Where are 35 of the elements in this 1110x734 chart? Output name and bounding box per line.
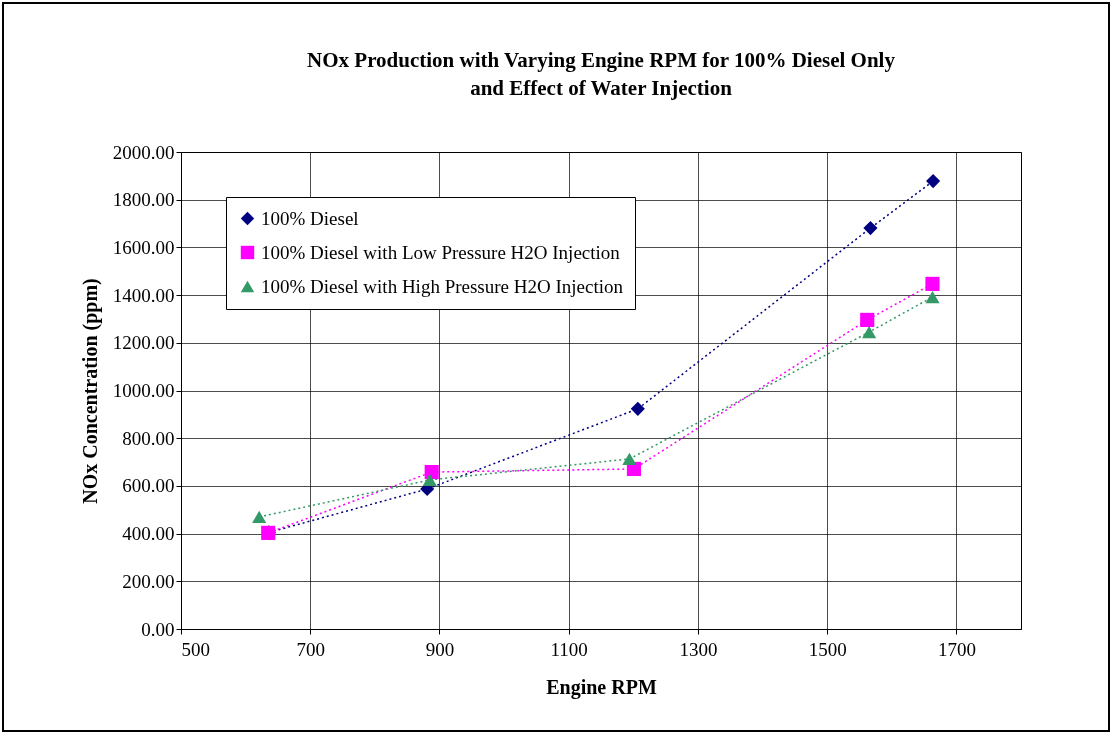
y-tick-label: 1000.00 — [112, 380, 175, 401]
point — [862, 325, 877, 339]
point — [863, 221, 878, 236]
y-tick-label: 800.00 — [122, 427, 175, 449]
x-tick-label: 1700 — [937, 638, 976, 660]
y-tick-label: 400.00 — [122, 523, 175, 545]
y-tick-label: 200.00 — [122, 570, 175, 592]
point — [424, 465, 439, 480]
y-tick-label: 1600.00 — [112, 236, 175, 258]
x-tick-label: 900 — [425, 638, 455, 660]
x-tick-label: 1100 — [550, 638, 588, 660]
point — [252, 510, 267, 524]
point — [622, 452, 637, 466]
x-tick-label: 1300 — [679, 638, 718, 660]
point — [630, 401, 645, 416]
y-tick-label: 1200.00 — [112, 332, 175, 354]
chart-title: NOx Production with Varying Engine RPM for 100% Diesel Only and Effect of Water Injection — [307, 48, 896, 100]
legend-label: 100% Diesel with High Pressure H2O Injection — [261, 275, 624, 297]
point — [925, 290, 940, 304]
legend-label: 100% Diesel — [261, 207, 359, 229]
point — [925, 276, 940, 291]
point — [860, 312, 875, 327]
x-tick-label: 1500 — [808, 638, 847, 660]
y-tick-label: 1400.00 — [112, 284, 175, 306]
point — [422, 473, 437, 487]
legend-label: 100% Diesel with Low Pressure H2O Injection — [261, 241, 621, 263]
y-axis-title: NOx Concentration (ppm) — [78, 278, 102, 504]
y-tick-label: 1800.00 — [112, 189, 175, 211]
x-axis-title: Engine RPM — [546, 675, 657, 699]
y-tick-label: 2000.00 — [112, 141, 175, 163]
y-tick-label: 0.00 — [141, 618, 175, 640]
x-tick-label: 500 — [181, 638, 210, 660]
point — [926, 174, 941, 189]
y-tick-label: 600.00 — [122, 475, 175, 497]
x-tick-label: 700 — [296, 638, 325, 660]
